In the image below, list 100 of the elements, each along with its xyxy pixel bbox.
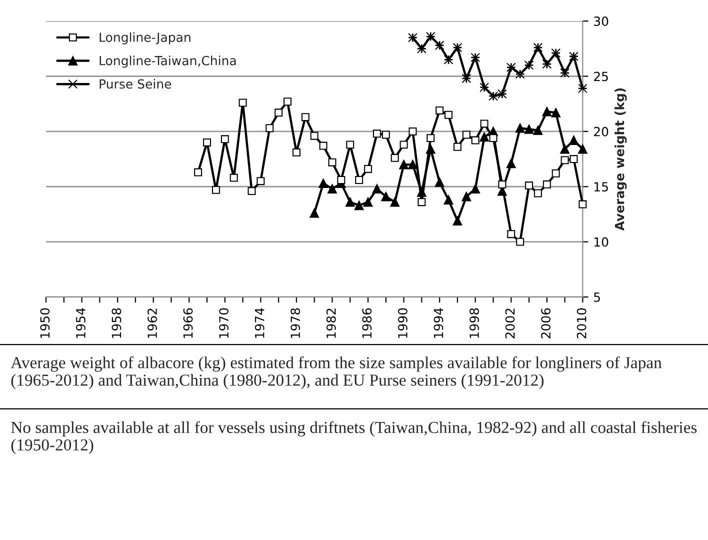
point <box>568 52 579 62</box>
point <box>390 154 399 162</box>
point <box>452 42 462 52</box>
x-tick-label: 1958 <box>112 308 122 338</box>
point <box>372 184 382 194</box>
x-tick-label: 1986 <box>362 308 372 338</box>
point <box>551 108 561 118</box>
point <box>506 158 516 168</box>
point <box>230 174 238 182</box>
point <box>372 130 381 138</box>
x-tick-label: 2002 <box>505 308 515 338</box>
point <box>436 106 444 114</box>
point <box>480 132 489 142</box>
point <box>434 40 444 50</box>
x-tick-label: 1970 <box>219 308 229 338</box>
point <box>256 177 265 186</box>
point <box>328 184 337 194</box>
point <box>382 130 390 139</box>
point <box>533 126 543 136</box>
point <box>346 140 354 149</box>
point <box>471 136 480 144</box>
point <box>355 176 364 184</box>
point <box>470 52 480 62</box>
point <box>284 98 292 106</box>
legend-label: Longline-Taiwan,China <box>100 56 236 68</box>
point <box>381 192 391 202</box>
point <box>507 230 516 238</box>
point <box>560 68 570 78</box>
point <box>363 197 373 207</box>
point <box>390 197 400 207</box>
x-tick-label: 2010 <box>576 308 586 338</box>
point <box>434 178 444 187</box>
x-tick-label: 1994 <box>434 308 444 338</box>
x-tick-label: 1990 <box>398 308 408 338</box>
y-tick-label: 25 <box>594 72 608 82</box>
point <box>578 84 588 94</box>
point <box>525 182 534 190</box>
x-tick-label: 1982 <box>326 308 336 338</box>
text: No samples available at all for vessels using driftnets (Taiwan,China, 1982-92) and all coastal fisheries (1950-2012) <box>11 421 697 454</box>
point <box>408 32 418 42</box>
point <box>444 110 453 119</box>
y-axis-title: Average weight (kg) <box>614 88 627 231</box>
x-tick-label: 1962 <box>148 308 157 338</box>
point <box>578 144 588 154</box>
point <box>524 60 534 70</box>
point <box>444 195 454 205</box>
point <box>418 198 426 206</box>
x-tick-label: 1950 <box>40 308 50 338</box>
point <box>408 127 417 136</box>
point <box>318 178 328 188</box>
point <box>480 120 488 128</box>
point <box>292 148 300 156</box>
y-tick-label: 20 <box>594 126 608 136</box>
y-tick-label: 30 <box>594 16 608 26</box>
point <box>452 216 462 226</box>
point <box>578 200 587 208</box>
y-tick-label: 10 <box>594 237 608 247</box>
point <box>248 187 256 196</box>
point <box>552 169 560 178</box>
point <box>238 98 247 107</box>
point <box>203 138 212 146</box>
point <box>515 123 525 133</box>
y-tick-label: 15 <box>594 182 608 192</box>
x-tick-label: 1954 <box>76 308 86 338</box>
point <box>550 48 561 58</box>
point <box>399 160 408 170</box>
point <box>542 59 552 69</box>
x-tick-label: 1978 <box>290 308 300 338</box>
point <box>194 168 202 176</box>
point <box>470 184 480 194</box>
x-tick-label: 1974 <box>254 308 264 338</box>
legend-label: Purse Seine <box>100 79 172 89</box>
point <box>328 158 336 166</box>
point <box>570 155 578 164</box>
x-tick-label: 1966 <box>183 308 193 338</box>
point <box>524 124 534 134</box>
y-tick-label: 5 <box>594 292 600 302</box>
point <box>462 130 470 139</box>
point <box>408 160 418 170</box>
x-tick-label: 2006 <box>541 308 551 338</box>
point <box>426 134 435 142</box>
point <box>462 192 472 202</box>
point <box>533 42 543 52</box>
point <box>569 136 578 145</box>
text: Average weight of albacore (kg) estimated from the size samples available for longliners of Japan (1965-2012) and Taiwan,China (1980-2012), and EU Purse seiners (1991-2012) <box>10 356 662 390</box>
point <box>416 44 427 54</box>
point <box>444 54 454 65</box>
x-tick-label: 1998 <box>470 308 479 338</box>
point <box>534 189 542 198</box>
point <box>560 144 570 154</box>
point <box>498 180 506 188</box>
point <box>354 200 364 210</box>
point <box>301 113 310 122</box>
point <box>400 140 408 149</box>
point <box>462 74 472 84</box>
point <box>489 134 498 142</box>
point <box>364 164 372 173</box>
point <box>212 186 220 194</box>
point <box>345 197 355 207</box>
point <box>266 124 274 132</box>
